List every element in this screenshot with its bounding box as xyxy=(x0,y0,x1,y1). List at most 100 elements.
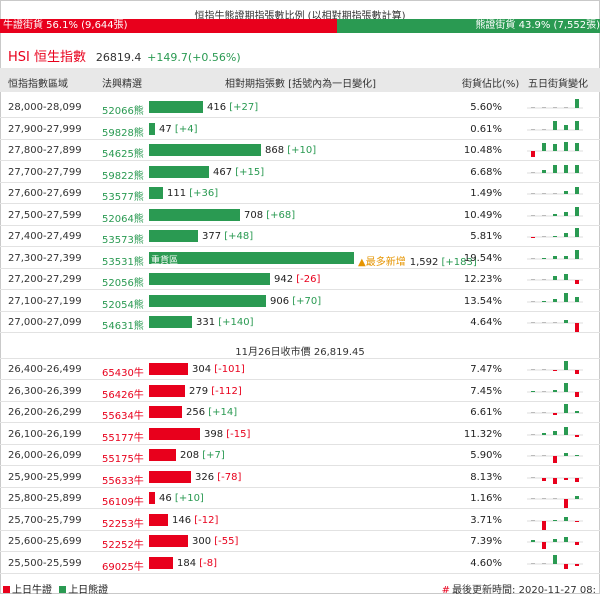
sparkline-bar xyxy=(575,434,579,437)
bull-ratio-label: 牛證街貨 56.1% (9,644張) xyxy=(3,20,128,31)
sparkline-bar xyxy=(542,214,546,216)
quantity-number: 906 xyxy=(270,295,290,307)
warrant-code-link[interactable]: 55634牛 xyxy=(102,411,144,422)
five-day-sparkline xyxy=(527,516,583,530)
quantity-bar xyxy=(149,187,163,199)
bull-bear-ratio-bar: 牛證街貨 56.1% (9,644張) 熊證街貨 43.9% (7,552張) xyxy=(0,19,600,33)
sparkline-bar xyxy=(564,191,568,194)
close-price-label: 11月26日收市價 26,819.45 xyxy=(235,347,365,358)
warrant-code-link[interactable]: 52252牛 xyxy=(102,540,144,551)
sparkline-bar xyxy=(542,412,546,413)
column-header-percent: 街貨佔比(%) xyxy=(462,79,520,90)
five-day-sparkline xyxy=(527,99,583,109)
sparkline-bar xyxy=(553,413,557,415)
sparkline-bar xyxy=(531,369,535,370)
sparkline-bar xyxy=(542,236,546,237)
warrant-code-link[interactable]: 56109牛 xyxy=(102,497,144,508)
index-name[interactable]: HSI 恒生指數 xyxy=(8,50,86,65)
sparkline-bar xyxy=(564,477,568,480)
warrant-code-link[interactable]: 59822熊 xyxy=(102,170,144,182)
sparkline-bar xyxy=(564,382,568,392)
range-cell: 26,200-26,299 xyxy=(8,407,82,418)
warrant-code-link[interactable]: 59828熊 xyxy=(102,127,144,139)
sparkline-bar xyxy=(542,279,546,280)
sparkline-bar xyxy=(542,520,546,530)
warrant-code-link[interactable]: 53577熊 xyxy=(102,192,144,203)
warrant-code-link[interactable]: 52064熊 xyxy=(102,213,144,225)
range-cell: 27,300-27,399 xyxy=(8,252,82,264)
sparkline-bar xyxy=(553,554,557,564)
table-row: 27,900-27,999 59828熊 47 [+4] 0.61% xyxy=(0,119,600,140)
quantity-value: 146 [-12] xyxy=(172,515,218,526)
range-cell: 27,000-27,099 xyxy=(8,317,82,328)
sparkline-bar xyxy=(542,562,546,564)
five-day-sparkline xyxy=(527,249,583,259)
quantity-number: 398 xyxy=(204,428,224,440)
quantity-bar xyxy=(149,316,192,328)
sparkline-bar xyxy=(531,540,535,542)
quantity-value: 111 [+36] xyxy=(167,188,218,199)
table-row: 25,600-25,699 52252牛 300 [-55] 7.39% xyxy=(0,531,600,552)
quantity-number: 331 xyxy=(196,317,216,328)
warrant-code-link[interactable]: 53531熊 xyxy=(102,256,144,268)
warrant-code-link[interactable]: 52066熊 xyxy=(102,106,144,117)
warrant-code-link[interactable]: 69025牛 xyxy=(102,561,144,573)
sparkline-bar xyxy=(553,298,557,302)
warrant-code-link[interactable]: 52054熊 xyxy=(102,299,144,311)
sparkline-bar xyxy=(575,455,579,456)
quantity-bar xyxy=(149,101,203,113)
warrant-code-link[interactable]: 54625熊 xyxy=(102,149,144,160)
five-day-sparkline xyxy=(527,292,583,302)
sparkline-bar xyxy=(564,142,568,151)
last-update-text: 最後更新時間: 2020-11-27 08: xyxy=(452,585,596,596)
percent-cell: 5.81% xyxy=(470,231,502,242)
update-marker: # xyxy=(441,585,451,596)
warrant-code-link[interactable]: 53573熊 xyxy=(102,235,144,246)
percent-cell: 0.61% xyxy=(470,123,502,135)
quantity-value: 256 [+14] xyxy=(186,407,237,418)
sparkline-bar xyxy=(531,322,535,323)
sparkline-bar xyxy=(531,128,535,130)
range-cell: 27,500-27,599 xyxy=(8,209,82,221)
sparkline-bar xyxy=(575,187,579,194)
sparkline-bar xyxy=(553,236,557,237)
warrant-code-link[interactable]: 56426牛 xyxy=(102,389,144,401)
warrant-code-link[interactable]: 55177牛 xyxy=(102,432,144,444)
warrant-code-link[interactable]: 54631熊 xyxy=(102,321,144,332)
quantity-value: ▲最多新增 1,592 [+183] xyxy=(358,253,477,268)
warrant-code-link[interactable]: 55633牛 xyxy=(102,475,144,487)
quantity-bar xyxy=(149,427,200,440)
quantity-number: 47 xyxy=(159,123,172,135)
table-row: 25,700-25,799 52253牛 146 [-12] 3.71% xyxy=(0,510,600,531)
sparkline-bar xyxy=(553,164,557,173)
sparkline-bar xyxy=(564,404,568,413)
warrant-code-link[interactable]: 52056熊 xyxy=(102,278,144,289)
range-cell: 27,400-27,499 xyxy=(8,231,82,242)
quantity-number: 184 xyxy=(177,557,197,569)
table-row: 28,000-28,099 52066熊 416 [+27] 5.60% xyxy=(0,97,600,118)
quantity-value: 906 [+70] xyxy=(270,296,321,307)
range-cell: 26,000-26,099 xyxy=(8,450,82,461)
quantity-number: 300 xyxy=(192,536,212,547)
five-day-sparkline xyxy=(527,496,583,508)
sparkline-bar xyxy=(575,143,579,151)
warrant-code-link[interactable]: 65430牛 xyxy=(102,368,144,379)
warrant-code-link[interactable]: 52253牛 xyxy=(102,518,144,530)
quantity-bar xyxy=(149,294,266,307)
warrant-code-link[interactable]: 55175牛 xyxy=(102,454,144,465)
quantity-bar xyxy=(149,208,240,221)
sparkline-bar xyxy=(575,411,579,413)
quantity-value: 279 [-112] xyxy=(189,386,242,397)
sparkline-bar xyxy=(564,274,568,280)
sparkline-bar xyxy=(531,151,535,157)
table-row: 27,700-27,799 59822熊 467 [+15] 6.68% xyxy=(0,162,600,183)
sparkline-bar xyxy=(542,390,546,392)
quantity-bar xyxy=(149,363,188,375)
percent-cell: 1.49% xyxy=(470,188,502,199)
quantity-change: [-78] xyxy=(217,471,242,483)
quantity-value: 47 [+4] xyxy=(159,124,197,135)
percent-cell: 3.71% xyxy=(470,514,502,526)
percent-cell: 8.13% xyxy=(470,471,502,483)
quantity-change: [+27] xyxy=(229,102,259,113)
quantity-bar xyxy=(149,122,155,135)
